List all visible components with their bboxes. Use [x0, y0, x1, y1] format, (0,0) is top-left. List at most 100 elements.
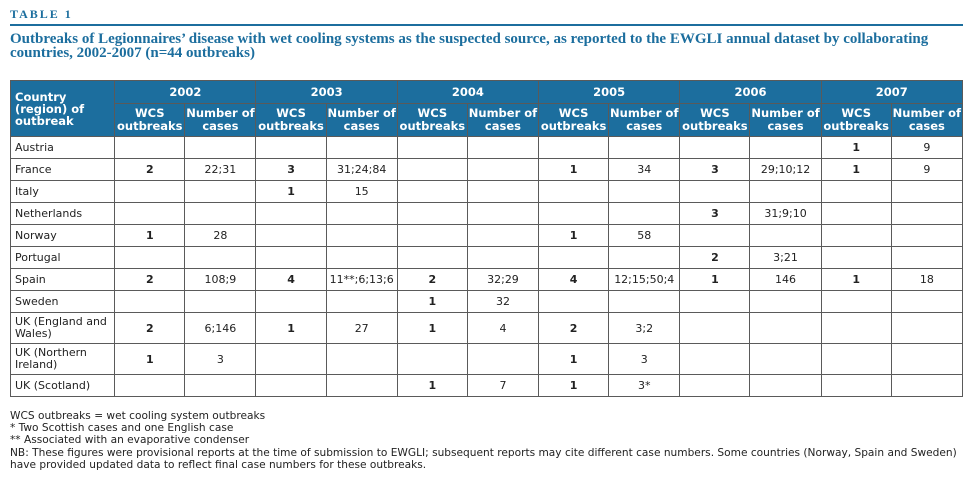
number-of-cases-cell: [608, 180, 681, 203]
number-of-cases-cell: 11**;6;13;6: [325, 268, 398, 291]
country-cell: UK (Scotland): [9, 374, 116, 397]
wcs-outbreaks-cell: [396, 202, 468, 225]
wcs-outbreaks-cell: 1: [538, 374, 610, 397]
number-of-cases-cell: [184, 290, 257, 313]
wcs-outbreaks-cell: 1: [538, 343, 610, 375]
wcs-outbreaks-cell: [538, 246, 610, 269]
number-of-cases-cell: [325, 246, 398, 269]
wcs-outbreaks-cell: [255, 136, 327, 159]
number-of-cases-cell: 32: [466, 290, 540, 313]
table-row: Italy 1 15: [9, 180, 964, 203]
number-of-cases-cell: [890, 246, 964, 269]
wcs-outbreaks-cell: 3: [255, 158, 327, 181]
number-of-cases-cell: [466, 246, 540, 269]
country-cell: Italy: [9, 180, 116, 203]
wcs-outbreaks-header: WCS outbreaks: [255, 103, 327, 137]
wcs-outbreaks-cell: [820, 343, 892, 375]
country-cell: Norway: [9, 224, 116, 247]
number-of-cases-cell: [184, 202, 257, 225]
number-of-cases-cell: 7: [466, 374, 540, 397]
wcs-outbreaks-cell: [255, 224, 327, 247]
wcs-outbreaks-cell: [679, 224, 751, 247]
country-cell: Portugal: [9, 246, 116, 269]
country-cell: Netherlands: [9, 202, 116, 225]
number-of-cases-cell: 34: [608, 158, 681, 181]
table-header: Country (region) of outbreak 2002 2003 2…: [9, 80, 964, 137]
wcs-outbreaks-cell: [538, 290, 610, 313]
number-of-cases-cell: 29;10;12: [749, 158, 822, 181]
table-row: Austria 1 9: [9, 136, 964, 159]
number-of-cases-cell: [466, 343, 540, 375]
number-of-cases-cell: [466, 180, 540, 203]
wcs-outbreaks-cell: [396, 158, 468, 181]
country-cell: Sweden: [9, 290, 116, 313]
number-of-cases-header: Number of cases: [608, 103, 681, 137]
year-header: 2007: [820, 80, 964, 104]
number-of-cases-cell: [890, 312, 964, 344]
number-of-cases-cell: 3*: [608, 374, 681, 397]
wcs-outbreaks-header: WCS outbreaks: [114, 103, 186, 137]
wcs-outbreaks-cell: [538, 180, 610, 203]
wcs-outbreaks-cell: 1: [820, 136, 892, 159]
number-of-cases-cell: [184, 180, 257, 203]
number-of-cases-cell: [466, 136, 540, 159]
number-of-cases-cell: 9: [890, 136, 964, 159]
table-row: Netherlands 3 31;9;10: [9, 202, 964, 225]
wcs-outbreaks-cell: [396, 180, 468, 203]
wcs-outbreaks-cell: [538, 202, 610, 225]
number-of-cases-cell: 108;9: [184, 268, 257, 291]
wcs-outbreaks-cell: [114, 374, 186, 397]
wcs-outbreaks-cell: 4: [538, 268, 610, 291]
number-of-cases-cell: 3;21: [749, 246, 822, 269]
note-line: WCS outbreaks = wet cooling system outbr…: [10, 410, 266, 422]
number-of-cases-cell: 6;146: [184, 312, 257, 344]
country-cell: France: [9, 158, 116, 181]
wcs-outbreaks-cell: [255, 343, 327, 375]
number-of-cases-cell: 3: [608, 343, 681, 375]
wcs-outbreaks-cell: [114, 290, 186, 313]
wcs-outbreaks-cell: 2: [538, 312, 610, 344]
table-row: Norway 1 28 1 58: [9, 224, 964, 247]
wcs-outbreaks-header: WCS outbreaks: [538, 103, 610, 137]
number-of-cases-cell: [608, 202, 681, 225]
number-of-cases-cell: [608, 136, 681, 159]
wcs-outbreaks-cell: [396, 136, 468, 159]
number-of-cases-header: Number of cases: [466, 103, 540, 137]
number-of-cases-cell: 12;15;50;4: [608, 268, 681, 291]
wcs-outbreaks-cell: [820, 246, 892, 269]
note-line: ** Associated with an evaporative conden…: [10, 434, 250, 447]
wcs-outbreaks-cell: [820, 290, 892, 313]
number-of-cases-cell: 146: [749, 268, 822, 291]
wcs-outbreaks-cell: [396, 224, 468, 247]
number-of-cases-cell: 58: [608, 224, 681, 247]
table-notes: WCS outbreaks = wet cooling system outbr…: [10, 410, 963, 471]
number-of-cases-cell: 22;31: [184, 158, 257, 181]
outbreaks-table: Country (region) of outbreak 2002 2003 2…: [9, 80, 964, 397]
number-of-cases-cell: 31;9;10: [749, 202, 822, 225]
number-of-cases-header: Number of cases: [890, 103, 964, 137]
number-of-cases-cell: [890, 180, 964, 203]
number-of-cases-header: Number of cases: [184, 103, 257, 137]
number-of-cases-cell: 18: [890, 268, 964, 291]
number-of-cases-cell: 28: [184, 224, 257, 247]
country-cell: UK (England and Wales): [9, 312, 116, 344]
number-of-cases-cell: [184, 374, 257, 397]
number-of-cases-cell: [325, 343, 398, 375]
wcs-outbreaks-cell: [820, 224, 892, 247]
note-line: * Two Scottish cases and one English cas…: [10, 422, 234, 435]
number-of-cases-cell: [325, 290, 398, 313]
wcs-outbreaks-cell: 1: [255, 312, 327, 344]
wcs-outbreaks-cell: 1: [396, 374, 468, 397]
wcs-outbreaks-cell: [114, 136, 186, 159]
table-row: Portugal 2 3;21: [9, 246, 964, 269]
wcs-outbreaks-cell: 2: [114, 312, 186, 344]
number-of-cases-cell: [749, 180, 822, 203]
wcs-outbreaks-cell: 3: [679, 202, 751, 225]
table-row: Sweden 1 32: [9, 290, 964, 313]
wcs-outbreaks-cell: 1: [114, 224, 186, 247]
wcs-outbreaks-cell: 1: [820, 268, 892, 291]
table-figure: Table 1 Outbreaks of Legionnaires’ disea…: [9, 6, 964, 471]
wcs-outbreaks-cell: [820, 180, 892, 203]
number-of-cases-cell: [466, 224, 540, 247]
wcs-outbreaks-cell: 4: [255, 268, 327, 291]
